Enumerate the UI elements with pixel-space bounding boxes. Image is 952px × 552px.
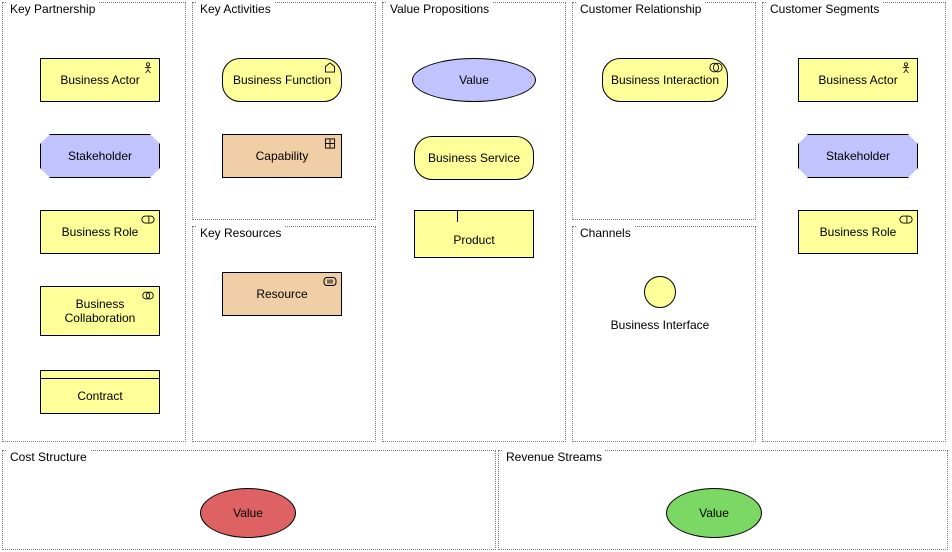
panel-title-value-propositions: Value Propositions <box>387 2 492 16</box>
panel-customer-relationship: Customer Relationship <box>572 2 756 220</box>
label-business-function: Business Function <box>233 73 331 87</box>
node-business-role: Business Role <box>40 210 160 254</box>
label-contract: Contract <box>41 379 159 413</box>
label-cost-value: Value <box>233 506 263 520</box>
label-value: Value <box>459 73 489 87</box>
label-cs-business-actor: Business Actor <box>818 73 897 87</box>
label-business-interaction: Business Interaction <box>611 73 719 87</box>
node-business-service: Business Service <box>414 136 534 180</box>
label-stakeholder: Stakeholder <box>68 149 132 163</box>
label-resource: Resource <box>256 287 307 301</box>
panel-title-key-activities: Key Activities <box>197 2 274 16</box>
panel-title-channels: Channels <box>577 226 634 240</box>
panel-title-key-partnership: Key Partnership <box>7 2 98 16</box>
label-business-actor: Business Actor <box>60 73 139 87</box>
label-business-collaboration: Business Collaboration <box>47 297 153 325</box>
node-capability: Capability <box>222 134 342 178</box>
node-cs-business-actor: Business Actor <box>798 58 918 102</box>
node-business-interface <box>644 276 676 308</box>
node-contract: Contract <box>40 370 160 414</box>
function-icon <box>323 62 337 73</box>
panel-title-revenue-streams: Revenue Streams <box>503 450 605 464</box>
node-resource: Resource <box>222 272 342 316</box>
node-business-function: Business Function <box>222 58 342 102</box>
contract-header <box>41 371 159 379</box>
interaction-icon <box>709 62 723 73</box>
node-cs-stakeholder: Stakeholder <box>798 134 918 178</box>
panel-title-customer-segments: Customer Segments <box>767 2 882 16</box>
canvas: Key Partnership Key Activities Key Resou… <box>0 0 952 552</box>
label-product: Product <box>415 222 533 257</box>
actor-icon <box>141 62 155 73</box>
node-revenue-value: Value <box>666 488 762 538</box>
role-icon <box>141 214 155 225</box>
panel-channels: Channels <box>572 226 756 442</box>
node-product: Product <box>414 210 534 258</box>
label-cs-business-role: Business Role <box>820 225 897 239</box>
node-stakeholder: Stakeholder <box>40 134 160 178</box>
product-tab <box>414 210 458 222</box>
node-business-interaction: Business Interaction <box>602 58 728 102</box>
panel-title-key-resources: Key Resources <box>197 226 284 240</box>
label-business-role: Business Role <box>62 225 139 239</box>
label-business-service: Business Service <box>428 151 520 165</box>
node-business-actor: Business Actor <box>40 58 160 102</box>
role-icon <box>899 214 913 225</box>
panel-key-activities: Key Activities <box>192 2 376 220</box>
node-cs-business-role: Business Role <box>798 210 918 254</box>
panel-key-resources: Key Resources <box>192 226 376 442</box>
label-revenue-value: Value <box>699 506 729 520</box>
node-cost-value: Value <box>200 488 296 538</box>
node-value: Value <box>412 58 536 102</box>
label-capability: Capability <box>256 149 309 163</box>
node-business-collaboration: Business Collaboration <box>40 286 160 336</box>
label-business-interface: Business Interface <box>598 318 722 332</box>
panel-title-cost-structure: Cost Structure <box>7 450 90 464</box>
label-cs-stakeholder: Stakeholder <box>826 149 890 163</box>
panel-title-customer-relationship: Customer Relationship <box>577 2 704 16</box>
actor-icon <box>899 62 913 73</box>
capability-icon <box>323 138 337 149</box>
resource-icon <box>323 276 337 287</box>
